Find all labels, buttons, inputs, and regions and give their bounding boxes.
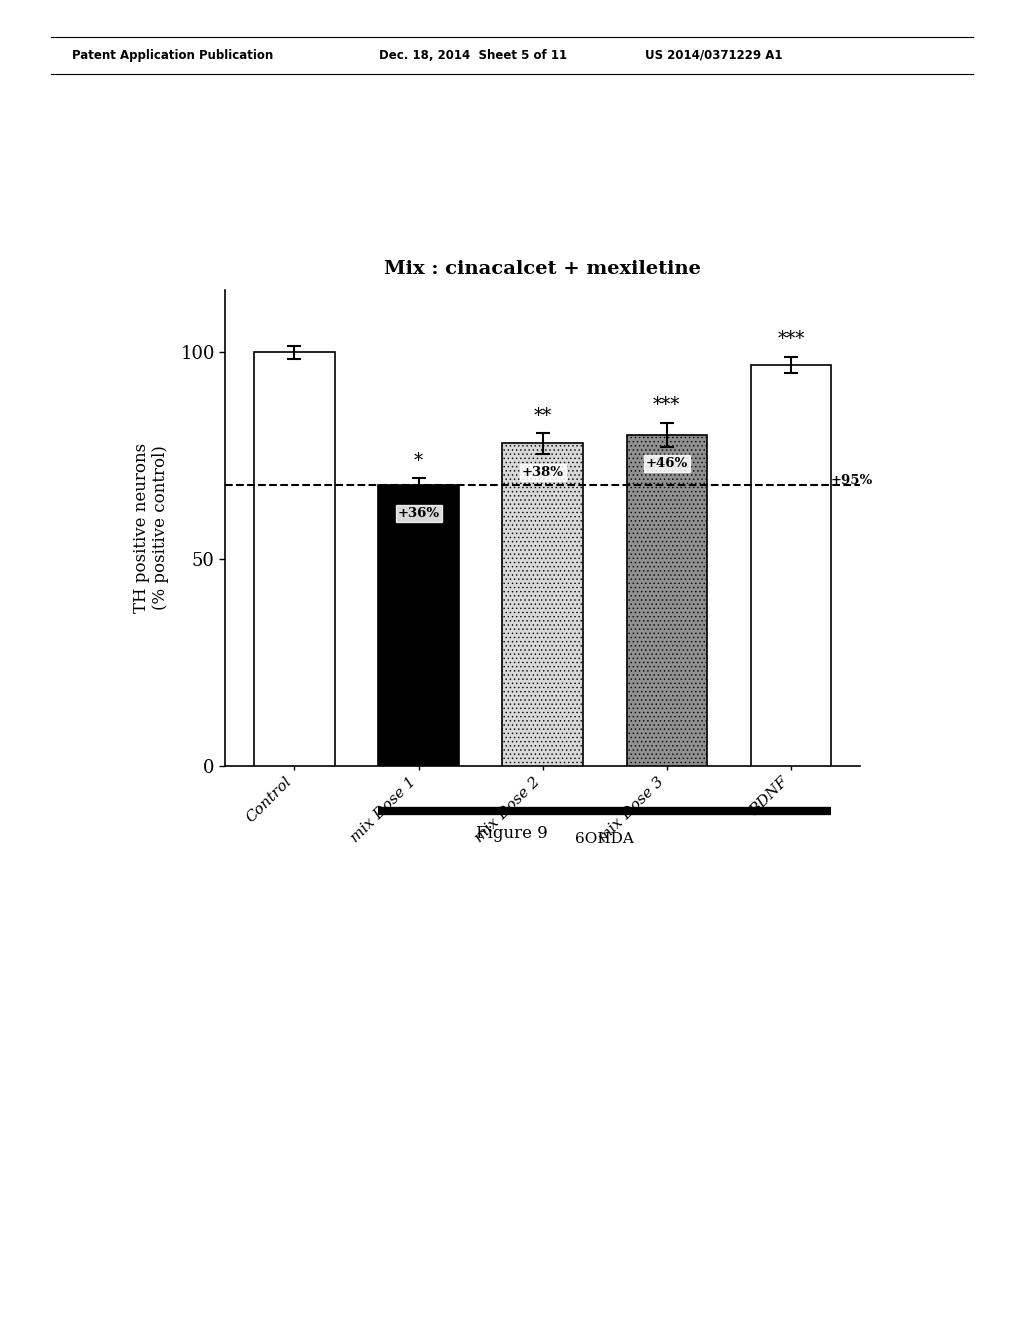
- Y-axis label: TH positive neurons
(% positive control): TH positive neurons (% positive control): [133, 444, 169, 612]
- Bar: [503, 444, 583, 766]
- Text: +46%: +46%: [646, 458, 688, 470]
- Bar: [627, 436, 708, 766]
- Text: ***: ***: [653, 396, 681, 414]
- Text: ***: ***: [777, 330, 805, 348]
- Text: **: **: [534, 407, 552, 425]
- Text: 6OHDA: 6OHDA: [575, 832, 634, 846]
- Bar: [254, 352, 335, 766]
- Title: Mix : cinacalcet + mexiletine: Mix : cinacalcet + mexiletine: [384, 260, 701, 277]
- Bar: [751, 364, 831, 766]
- Text: *: *: [414, 453, 423, 470]
- Text: US 2014/0371229 A1: US 2014/0371229 A1: [645, 49, 782, 62]
- Bar: [378, 484, 459, 766]
- Text: Patent Application Publication: Patent Application Publication: [72, 49, 273, 62]
- Text: +38%: +38%: [521, 466, 564, 479]
- Text: +95%: +95%: [830, 474, 872, 487]
- Text: Dec. 18, 2014  Sheet 5 of 11: Dec. 18, 2014 Sheet 5 of 11: [379, 49, 567, 62]
- Text: Figure 9: Figure 9: [476, 825, 548, 842]
- Text: +36%: +36%: [397, 507, 439, 520]
